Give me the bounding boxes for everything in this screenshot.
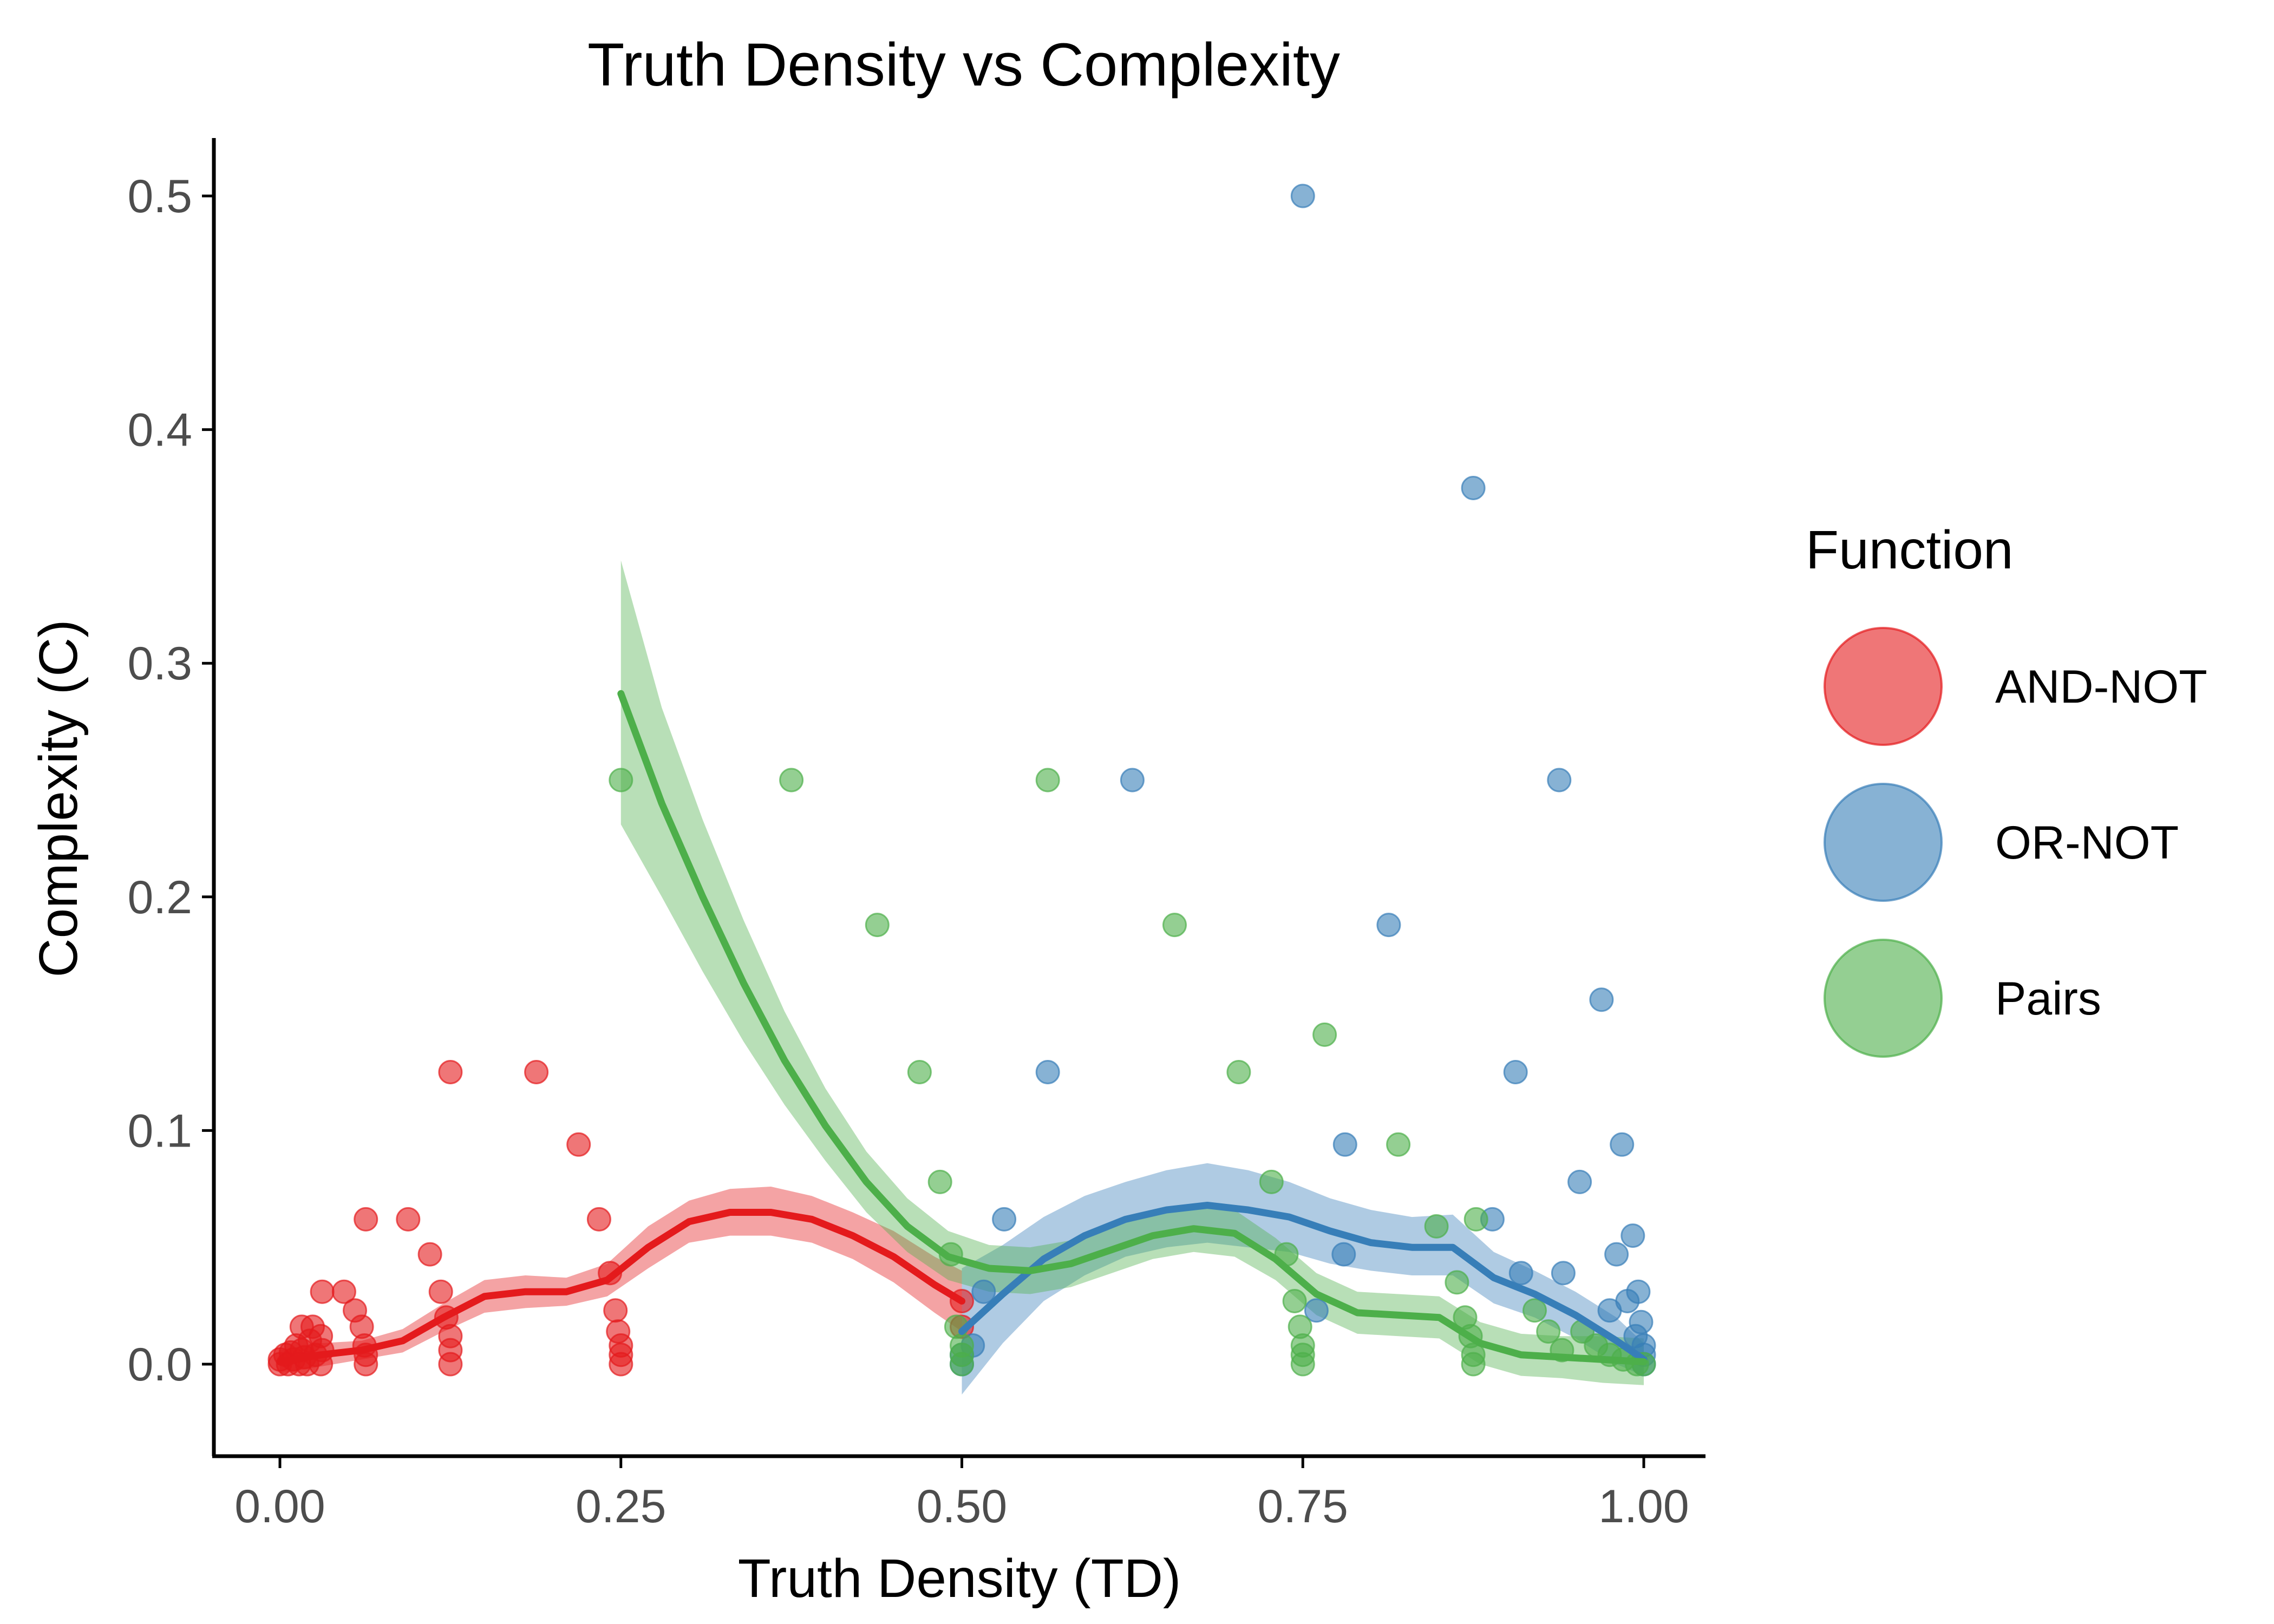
point-or-not: [1620, 1223, 1645, 1248]
point-pairs: [1226, 1060, 1251, 1084]
point-pairs: [907, 1060, 932, 1084]
y-tick-label: 0.2: [127, 872, 192, 924]
point-pairs: [927, 1169, 952, 1194]
y-tick-label: 0.1: [127, 1105, 192, 1157]
point-or-not: [1035, 1060, 1060, 1084]
legend: Function AND-NOT OR-NOT Pairs: [1806, 520, 2207, 1058]
point-pairs: [1386, 1132, 1411, 1157]
point-and-not: [417, 1242, 442, 1267]
point-and-not: [524, 1060, 549, 1084]
point-pairs: [1162, 913, 1187, 938]
point-or-not: [1604, 1242, 1629, 1267]
point-or-not: [1120, 768, 1145, 793]
point-or-not: [1551, 1261, 1576, 1286]
point-pairs: [1522, 1298, 1547, 1323]
legend-label-and-not: AND-NOT: [1995, 661, 2207, 713]
point-or-not: [1331, 1242, 1356, 1267]
x-tick-label: 0.00: [234, 1481, 325, 1533]
point-and-not: [438, 1352, 463, 1377]
point-pairs: [1536, 1319, 1561, 1344]
point-or-not: [971, 1279, 996, 1304]
y-tick-label: 0.0: [127, 1339, 192, 1391]
point-or-not: [1629, 1309, 1654, 1334]
band-pairs: [620, 560, 1644, 1385]
curve-or-not: [958, 1202, 1648, 1363]
point-pairs: [1463, 1207, 1488, 1232]
legend-key-and-not: [1824, 627, 1943, 746]
point-and-not: [428, 1279, 453, 1304]
point-or-not: [1503, 1060, 1528, 1084]
chart-title: Truth Density vs Complexity: [587, 31, 1340, 99]
point-or-not: [1332, 1132, 1357, 1157]
legend-title: Function: [1806, 520, 2014, 580]
smooth-curves: [276, 690, 1648, 1366]
data-points: [267, 184, 1656, 1377]
legend-label-or-not: OR-NOT: [1995, 817, 2179, 869]
point-and-not: [354, 1207, 378, 1232]
point-and-not: [603, 1298, 628, 1323]
point-and-not: [566, 1132, 591, 1157]
y-axis-ticks: 0.0 0.1 0.2 0.3 0.4 0.5: [127, 171, 214, 1391]
point-pairs: [1035, 768, 1060, 793]
y-tick-label: 0.3: [127, 638, 192, 690]
x-tick-label: 0.75: [1258, 1481, 1348, 1533]
point-pairs: [1312, 1022, 1337, 1047]
point-or-not: [1508, 1261, 1533, 1286]
legend-key-or-not: [1824, 783, 1943, 902]
point-and-not: [586, 1207, 611, 1232]
point-or-not: [1461, 476, 1486, 500]
point-and-not: [331, 1279, 356, 1304]
point-or-not: [1376, 913, 1401, 938]
point-pairs: [1282, 1289, 1307, 1313]
point-or-not: [1567, 1169, 1592, 1194]
point-pairs: [1424, 1214, 1449, 1239]
x-tick-label: 0.50: [917, 1481, 1007, 1533]
point-pairs: [1461, 1352, 1486, 1377]
point-pairs: [1290, 1343, 1315, 1367]
point-or-not: [1610, 1132, 1635, 1157]
legend-items: AND-NOT OR-NOT Pairs: [1824, 627, 2207, 1058]
point-pairs: [779, 768, 804, 793]
point-or-not: [1589, 987, 1614, 1012]
point-pairs: [1445, 1270, 1469, 1295]
legend-label-pairs: Pairs: [1995, 973, 2101, 1025]
point-or-not: [1626, 1279, 1651, 1304]
y-tick-label: 0.4: [127, 404, 192, 456]
x-tick-label: 1.00: [1598, 1481, 1689, 1533]
point-and-not: [609, 1352, 633, 1377]
curve-pairs: [617, 690, 1648, 1366]
x-axis-ticks: 0.00 0.25 0.50 0.75 1.00: [234, 1456, 1689, 1533]
x-axis-label: Truth Density (TD): [738, 1548, 1181, 1609]
x-tick-label: 0.25: [576, 1481, 666, 1533]
curve-and-not: [276, 1209, 965, 1366]
point-or-not: [1547, 768, 1572, 793]
point-and-not: [310, 1279, 335, 1304]
point-or-not: [1304, 1298, 1329, 1323]
point-and-not: [396, 1207, 421, 1232]
point-or-not: [1290, 184, 1315, 208]
point-pairs: [609, 768, 633, 793]
y-axis-label: Complexity (C): [28, 619, 89, 977]
confidence-bands: [280, 560, 1644, 1395]
point-and-not: [438, 1060, 463, 1084]
point-pairs: [865, 913, 890, 938]
point-pairs: [1259, 1169, 1284, 1194]
point-or-not: [992, 1207, 1017, 1232]
point-pairs: [950, 1343, 974, 1367]
legend-key-pairs: [1824, 939, 1943, 1058]
y-tick-label: 0.5: [127, 171, 192, 222]
